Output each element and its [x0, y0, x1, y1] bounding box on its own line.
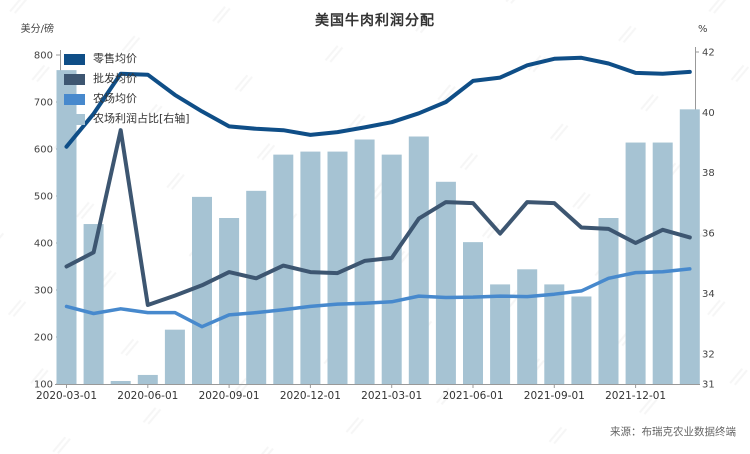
- legend-label: 农场均价: [93, 92, 137, 105]
- left-axis-unit: 美分/磅: [21, 22, 54, 35]
- bar-month-2021-08[interactable]: [517, 269, 538, 384]
- legend-swatch-2: [64, 93, 85, 105]
- bar-month-2020-04[interactable]: [83, 224, 104, 384]
- bar-month-2021-09[interactable]: [544, 284, 565, 384]
- left-axis-tick-label: 500: [34, 192, 53, 203]
- x-axis-tick-label: 2020-03-01: [36, 390, 97, 402]
- bar-month-2021-06[interactable]: [463, 242, 483, 384]
- series-line-批发均价: [64, 128, 692, 307]
- right-axis-tick-label: 34: [702, 289, 715, 300]
- left-axis-tick-label: 200: [34, 333, 53, 344]
- bar-month-2020-09[interactable]: [219, 218, 240, 384]
- bar-month-2021-12[interactable]: [625, 142, 646, 384]
- legend-label: 批发均价: [93, 72, 137, 85]
- series-line-零售均价: [64, 55, 692, 149]
- x-axis-tick-label: 2021-06-01: [442, 390, 503, 402]
- bar-month-2022-01[interactable]: [652, 142, 673, 384]
- right-axis-unit: %: [698, 24, 708, 35]
- legend-swatch-3: [64, 113, 85, 125]
- profit-share-bars: [56, 70, 700, 384]
- left-axis-tick-label: 600: [34, 145, 53, 156]
- bar-month-2021-01[interactable]: [327, 151, 348, 384]
- right-axis-tick-label: 40: [702, 108, 715, 119]
- bar-month-2021-07[interactable]: [490, 284, 511, 384]
- legend-item-retail[interactable]: 零售均价: [64, 49, 190, 69]
- bar-month-2022-02[interactable]: [679, 109, 700, 384]
- x-axis-tick-label: 2020-06-01: [117, 390, 178, 402]
- legend-label: 农场利润占比[右轴]: [93, 112, 190, 125]
- right-axis-tick-label: 38: [702, 168, 715, 179]
- legend-item-profit-share[interactable]: 农场利润占比[右轴]: [64, 109, 190, 129]
- bar-month-2021-04[interactable]: [408, 136, 429, 384]
- right-axis-tick-label: 36: [702, 229, 715, 240]
- bar-month-2020-05[interactable]: [110, 380, 131, 384]
- bar-month-2020-12[interactable]: [300, 151, 321, 384]
- right-axis-tick-label: 32: [702, 349, 715, 360]
- legend-item-farm[interactable]: 农场均价: [64, 89, 190, 109]
- legend-swatch-0: [64, 53, 85, 65]
- legend-label: 零售均价: [93, 52, 137, 65]
- bar-month-2021-05[interactable]: [435, 181, 456, 384]
- x-axis-tick-label: 2021-09-01: [524, 390, 585, 402]
- left-axis-tick-label: 100: [34, 380, 53, 391]
- data-source-note: 来源：布瑞克农业数据终端: [610, 426, 736, 438]
- left-axis-tick-label: 300: [34, 286, 53, 297]
- series-line-农场均价: [64, 267, 692, 329]
- legend-item-wholesale[interactable]: 批发均价: [64, 69, 190, 89]
- right-axis-tick-label: 42: [702, 48, 715, 59]
- x-axis-tick-label: 2021-12-01: [605, 390, 666, 402]
- x-axis-tick-label: 2020-12-01: [280, 390, 341, 402]
- bar-month-2020-07[interactable]: [164, 329, 185, 384]
- bar-month-2021-03[interactable]: [381, 154, 402, 384]
- bar-month-2020-10[interactable]: [246, 190, 267, 384]
- left-axis-tick-label: 400: [34, 239, 53, 250]
- bar-month-2021-10[interactable]: [571, 296, 592, 384]
- x-axis-tick-label: 2021-03-01: [361, 390, 422, 402]
- chart-title: 美国牛肉利润分配: [315, 13, 435, 29]
- left-axis-tick-label: 800: [34, 51, 53, 62]
- bar-month-2020-06[interactable]: [137, 374, 158, 384]
- left-axis-tick-label: 700: [34, 98, 53, 109]
- bar-month-2020-03[interactable]: [56, 70, 77, 384]
- x-axis-tick-label: 2020-09-01: [199, 390, 260, 402]
- chart-legend: 零售均价 批发均价 农场均价 农场利润占比[右轴]: [64, 49, 190, 129]
- legend-swatch-1: [64, 73, 85, 85]
- bar-month-2020-11[interactable]: [273, 154, 294, 384]
- right-axis-tick-label: 31: [702, 380, 715, 391]
- bar-month-2020-08[interactable]: [192, 196, 212, 384]
- bar-month-2021-11[interactable]: [598, 218, 619, 384]
